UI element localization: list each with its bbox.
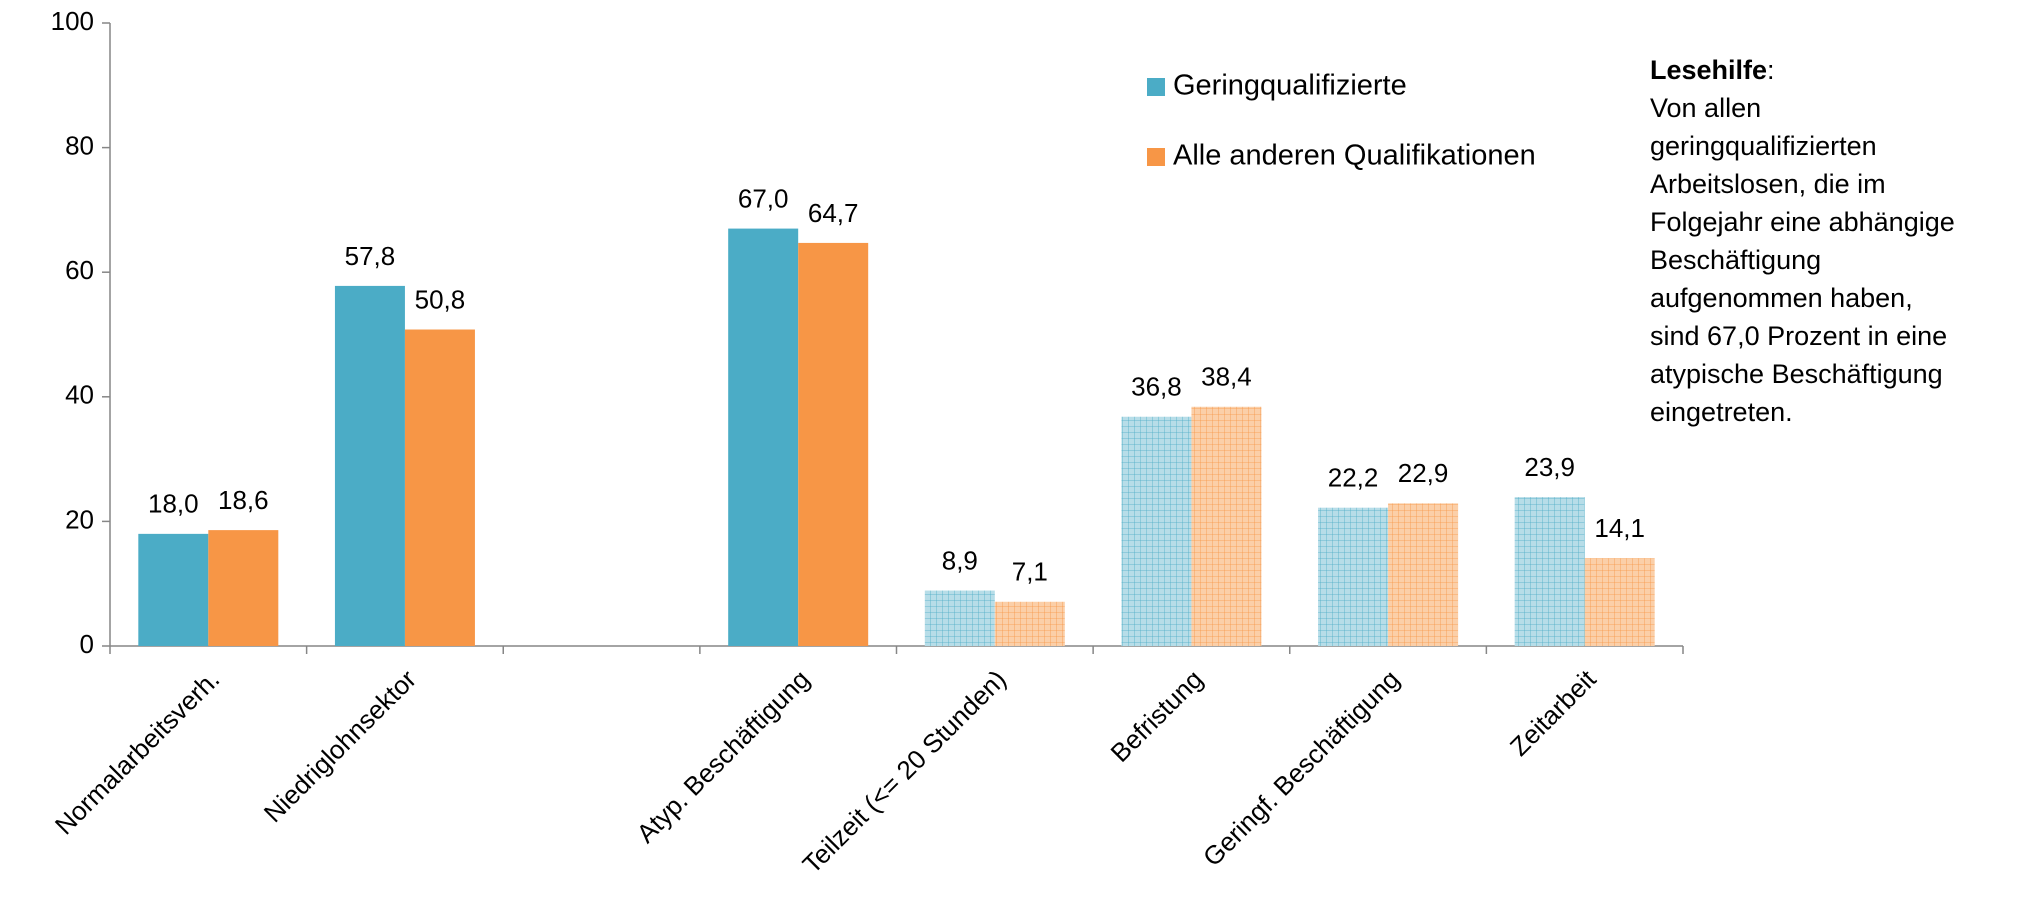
x-tick-label: Geringf. Beschäftigung: [1197, 664, 1405, 872]
bar: [1318, 507, 1389, 646]
y-tick-label: 60: [65, 255, 94, 285]
value-label: 22,2: [1328, 463, 1379, 493]
annotation-heading-suffix: :: [1767, 55, 1775, 85]
value-label: 22,9: [1398, 458, 1449, 488]
bar: [208, 530, 279, 646]
bar: [798, 242, 869, 646]
x-tick-label: Teilzeit (<= 20 Stunden): [797, 664, 1012, 879]
value-label: 50,8: [415, 284, 466, 314]
value-label: 67,0: [738, 183, 789, 213]
value-label: 8,9: [942, 545, 978, 575]
bar: [924, 590, 995, 646]
bar: [334, 285, 405, 646]
bar: [1121, 416, 1192, 646]
annotation-line: atypische Beschäftigung: [1650, 359, 1943, 389]
bar: [994, 601, 1065, 646]
bar: [1191, 406, 1262, 646]
x-tick-label: Niedriglohnsektor: [258, 664, 423, 829]
x-tick-label: Atyp. Beschäftigung: [631, 664, 816, 849]
annotation-line: geringqualifizierten: [1650, 131, 1877, 161]
annotation-heading-bold: Lesehilfe: [1650, 55, 1767, 85]
annotation-line: aufgenommen haben,: [1650, 283, 1913, 313]
value-label: 64,7: [808, 198, 859, 228]
value-label: 57,8: [345, 241, 396, 271]
annotation-line: eingetreten.: [1650, 397, 1793, 427]
x-tick-label: Befristung: [1105, 664, 1209, 768]
x-tick-label: Normalarbeitsverh.: [49, 664, 226, 841]
legend-swatch: [1147, 148, 1165, 166]
legend-label: Geringqualifizierte: [1173, 70, 1407, 102]
annotation-line: Arbeitslosen, die im: [1650, 169, 1886, 199]
annotation-line: Beschäftigung: [1650, 245, 1821, 275]
annotation-line: Von allen: [1650, 93, 1761, 123]
value-label: 14,1: [1594, 513, 1645, 543]
value-label: 23,9: [1524, 452, 1575, 482]
annotation-line: Folgejahr eine abhängige: [1650, 207, 1955, 237]
y-tick-label: 40: [65, 380, 94, 410]
value-label: 18,6: [218, 485, 269, 515]
value-label: 38,4: [1201, 362, 1252, 392]
bar: [1514, 497, 1585, 646]
bar: [728, 228, 799, 646]
legend-swatch: [1147, 78, 1165, 96]
bar: [1388, 503, 1459, 646]
annotation-heading: Lesehilfe:: [1650, 55, 1775, 85]
value-label: 18,0: [148, 489, 199, 519]
bar: [1584, 558, 1655, 646]
bar: [138, 533, 209, 646]
y-tick-label: 0: [80, 629, 94, 659]
y-tick-label: 100: [51, 6, 94, 36]
value-label: 7,1: [1012, 557, 1048, 587]
legend-label: Alle anderen Qualifikationen: [1173, 140, 1536, 172]
annotation-line: sind 67,0 Prozent in eine: [1650, 321, 1947, 351]
x-tick-label: Zeitarbeit: [1504, 663, 1602, 761]
y-tick-label: 20: [65, 504, 94, 534]
y-tick-label: 80: [65, 130, 94, 160]
bar: [404, 329, 475, 646]
value-label: 36,8: [1131, 372, 1182, 402]
